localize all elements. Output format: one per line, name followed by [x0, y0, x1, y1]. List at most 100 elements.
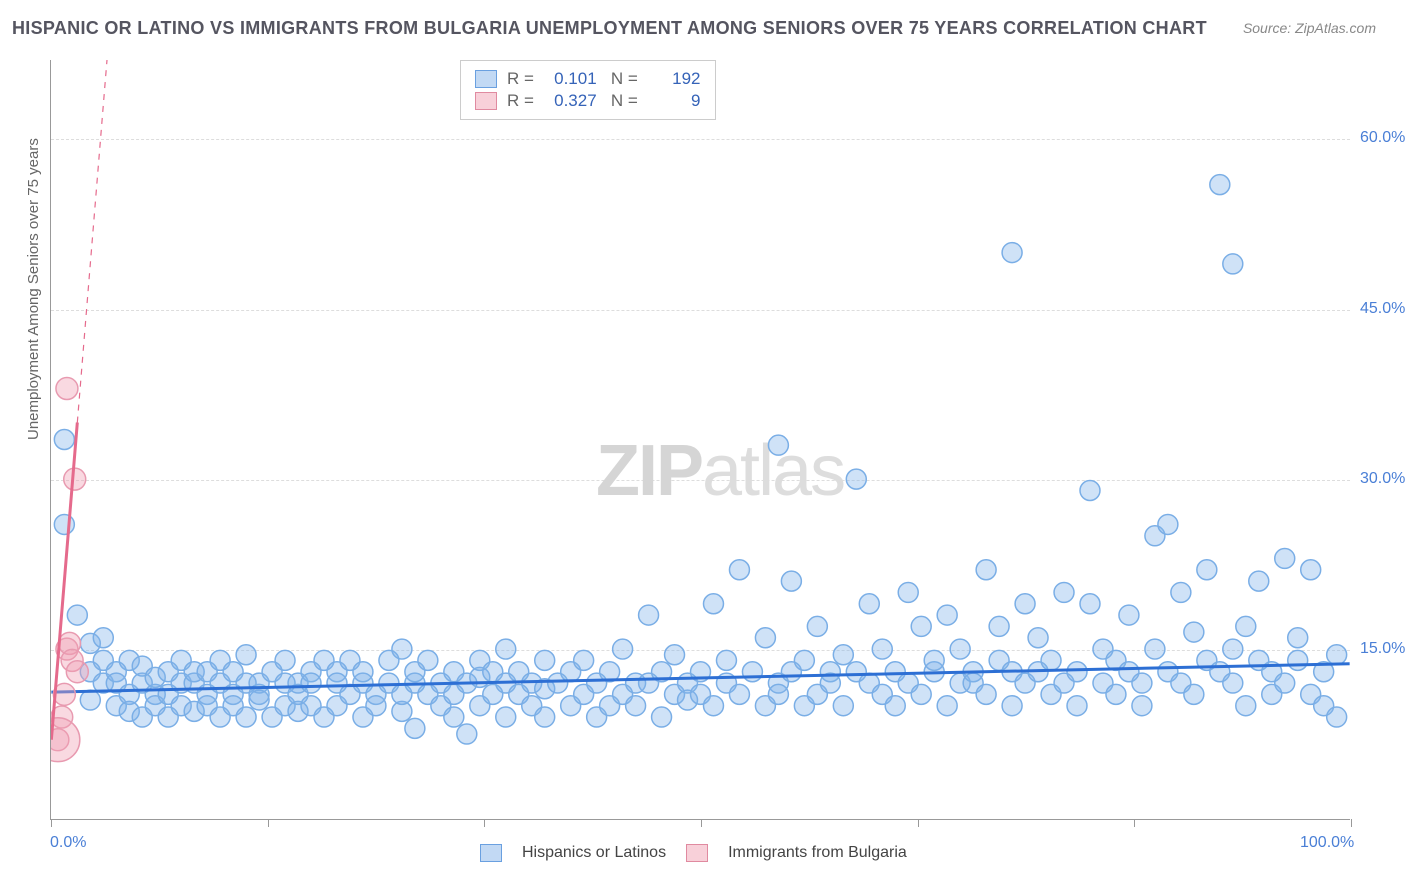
legend-swatch — [480, 844, 502, 862]
scatter-point — [872, 639, 892, 659]
scatter-point — [703, 594, 723, 614]
scatter-point — [652, 707, 672, 727]
chart-title: HISPANIC OR LATINO VS IMMIGRANTS FROM BU… — [12, 18, 1207, 39]
scatter-point — [1171, 582, 1191, 602]
scatter-point — [989, 616, 1009, 636]
scatter-point — [418, 650, 438, 670]
scatter-point — [1275, 548, 1295, 568]
scatter-point — [1223, 639, 1243, 659]
scatter-point — [1132, 696, 1152, 716]
trend-line-dashed — [77, 60, 107, 423]
scatter-point — [833, 645, 853, 665]
scatter-point — [937, 696, 957, 716]
scatter-point — [1197, 560, 1217, 580]
scatter-point — [236, 645, 256, 665]
scatter-point — [1210, 175, 1230, 195]
scatter-point — [301, 673, 321, 693]
scatter-point — [768, 684, 788, 704]
scatter-point — [56, 378, 78, 400]
scatter-point — [1015, 594, 1035, 614]
legend-swatch — [686, 844, 708, 862]
x-tick — [51, 819, 52, 827]
chart-svg — [51, 60, 1350, 819]
legend-swatch — [475, 92, 497, 110]
source-attribution: Source: ZipAtlas.com — [1243, 20, 1376, 36]
scatter-point — [950, 639, 970, 659]
scatter-point — [275, 650, 295, 670]
x-tick — [484, 819, 485, 827]
scatter-point — [781, 571, 801, 591]
scatter-point — [457, 724, 477, 744]
scatter-point — [1236, 616, 1256, 636]
scatter-point — [1106, 684, 1126, 704]
legend-series-label: Immigrants from Bulgaria — [728, 844, 907, 862]
y-tick-label: 45.0% — [1360, 300, 1405, 318]
legend-swatch — [475, 70, 497, 88]
scatter-point — [1301, 560, 1321, 580]
scatter-point — [54, 514, 74, 534]
scatter-point — [794, 650, 814, 670]
x-tick-label: 0.0% — [50, 834, 86, 852]
scatter-point — [1236, 696, 1256, 716]
scatter-point — [1223, 673, 1243, 693]
scatter-point — [249, 690, 269, 710]
scatter-point — [93, 628, 113, 648]
scatter-point — [716, 650, 736, 670]
scatter-point — [911, 616, 931, 636]
scatter-point — [976, 560, 996, 580]
scatter-point — [1002, 243, 1022, 263]
scatter-point — [54, 430, 74, 450]
scatter-point — [1067, 696, 1087, 716]
scatter-point — [885, 696, 905, 716]
scatter-point — [1327, 645, 1347, 665]
scatter-point — [1158, 514, 1178, 534]
scatter-point-large — [51, 718, 80, 762]
legend-text: R = 0.327 N = 9 — [507, 91, 701, 111]
scatter-point — [1119, 605, 1139, 625]
scatter-point — [613, 639, 633, 659]
scatter-point — [703, 696, 723, 716]
scatter-point — [1275, 673, 1295, 693]
scatter-point — [626, 696, 646, 716]
scatter-point — [535, 650, 555, 670]
scatter-point — [1327, 707, 1347, 727]
scatter-point — [729, 684, 749, 704]
x-tick — [1134, 819, 1135, 827]
scatter-point — [729, 560, 749, 580]
scatter-point — [353, 662, 373, 682]
y-tick-label: 15.0% — [1360, 640, 1405, 658]
scatter-point — [66, 661, 88, 683]
scatter-point — [392, 639, 412, 659]
scatter-point — [924, 650, 944, 670]
legend-row: R = 0.327 N = 9 — [475, 91, 701, 111]
scatter-point — [898, 582, 918, 602]
scatter-point — [496, 707, 516, 727]
scatter-point — [807, 616, 827, 636]
legend-series-label: Hispanics or Latinos — [522, 844, 666, 862]
scatter-point — [366, 696, 386, 716]
scatter-point — [1288, 628, 1308, 648]
scatter-point — [911, 684, 931, 704]
scatter-point — [742, 662, 762, 682]
scatter-point — [80, 690, 100, 710]
scatter-point — [976, 684, 996, 704]
scatter-point — [1223, 254, 1243, 274]
correlation-legend: R = 0.101 N = 192R = 0.327 N = 9 — [460, 60, 716, 120]
scatter-plot-area: ZIPatlas — [50, 60, 1350, 820]
scatter-point — [846, 469, 866, 489]
scatter-point — [574, 650, 594, 670]
scatter-point — [1288, 650, 1308, 670]
scatter-point — [1067, 662, 1087, 682]
scatter-point — [496, 639, 516, 659]
scatter-point — [1054, 582, 1074, 602]
scatter-point — [665, 645, 685, 665]
legend-text: R = 0.101 N = 192 — [507, 69, 701, 89]
y-tick-label: 30.0% — [1360, 470, 1405, 488]
scatter-point — [1080, 594, 1100, 614]
scatter-point — [1080, 480, 1100, 500]
scatter-point — [833, 696, 853, 716]
scatter-point — [405, 718, 425, 738]
scatter-point — [768, 435, 788, 455]
scatter-point — [755, 628, 775, 648]
x-tick — [918, 819, 919, 827]
